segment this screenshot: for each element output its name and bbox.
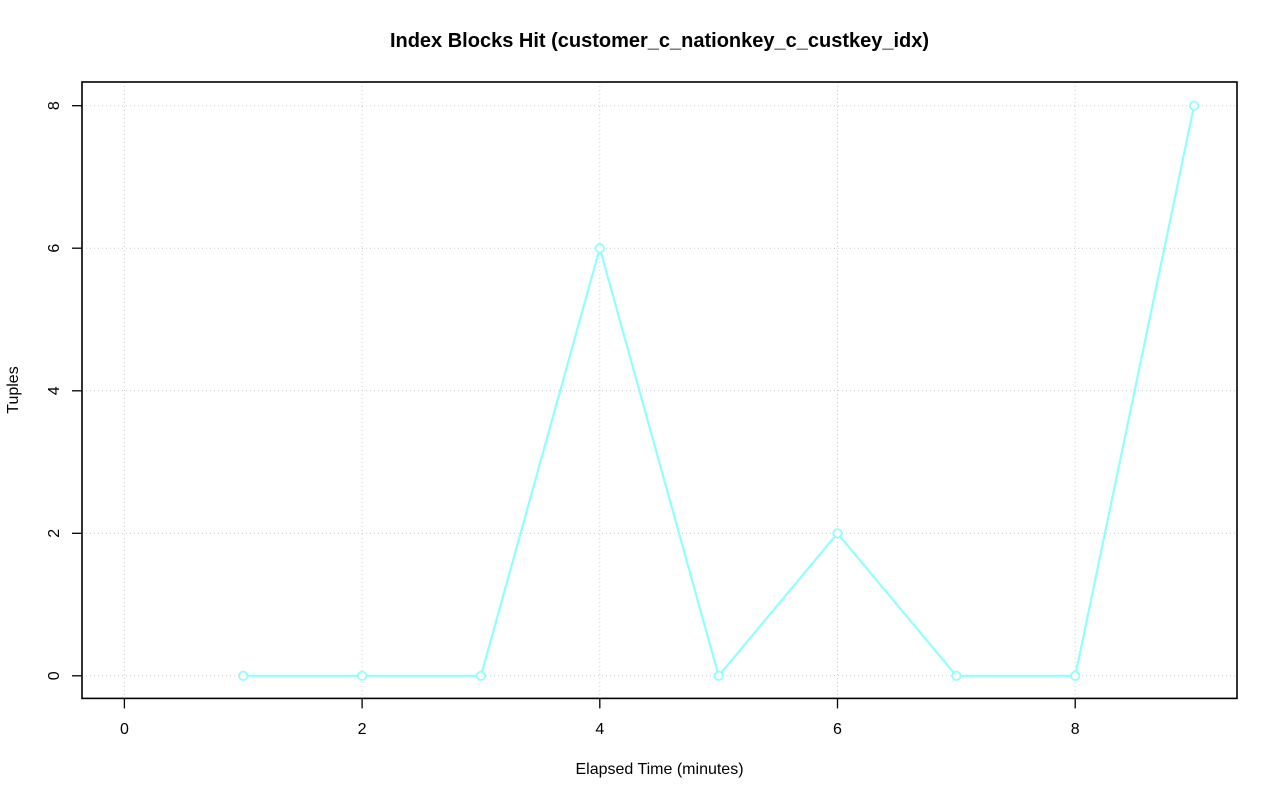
svg-text:0: 0: [46, 671, 63, 680]
svg-text:Tuples: Tuples: [5, 366, 22, 413]
svg-text:8: 8: [1071, 721, 1080, 738]
svg-text:0: 0: [120, 721, 129, 738]
svg-text:2: 2: [358, 721, 367, 738]
svg-text:Elapsed Time (minutes): Elapsed Time (minutes): [575, 761, 743, 778]
svg-text:6: 6: [46, 244, 63, 253]
svg-text:6: 6: [833, 721, 842, 738]
svg-text:8: 8: [46, 101, 63, 110]
svg-text:4: 4: [46, 386, 63, 395]
svg-text:2: 2: [46, 529, 63, 538]
svg-text:4: 4: [595, 721, 604, 738]
